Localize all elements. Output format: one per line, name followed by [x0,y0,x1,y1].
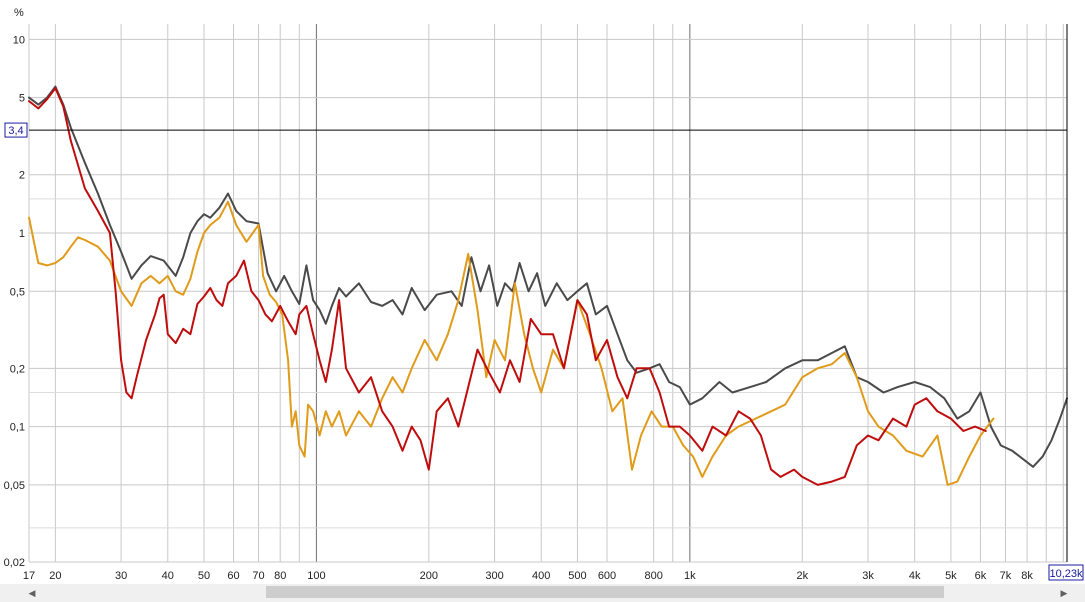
h-cursor-box [4,122,28,138]
x-tick-label: 4k [909,570,921,582]
x-tick-label: 400 [532,570,550,582]
scrollbar-thumb[interactable] [266,586,944,598]
horizontal-scrollbar[interactable]: ◀ ▶ [0,584,1085,602]
x-tick-label: 8k [1021,570,1033,582]
y-tick-label: 0,02 [4,557,25,569]
y-tick-label: 0,1 [10,422,25,434]
x-tick-label: 5k [945,570,957,582]
series-layer [28,85,1068,486]
grid [28,24,1067,563]
x-tick-label: 3k [862,570,874,582]
v-cursor-label: 10,23k [1049,568,1083,580]
y-tick-label: 1 [19,228,25,240]
x-tick-label: 50 [198,570,210,582]
x-tick-label: 40 [162,570,174,582]
x-tick-label: 500 [568,570,586,582]
series-line-2 [28,200,995,486]
y-tick-label: 10 [13,34,25,46]
x-tick-label: 2k [796,570,808,582]
x-tick-label: 17 [23,570,35,582]
x-tick-label: 30 [115,570,127,582]
y-unit-label: % [14,7,24,19]
x-tick-label: 70 [252,570,264,582]
x-tick-label: 800 [644,570,662,582]
v-cursor-box [1048,564,1084,581]
x-tick-label: 20 [49,570,61,582]
x-tick-label: 300 [485,570,503,582]
series-line-3 [28,87,987,486]
markers[interactable]: 3,410,23k [4,24,1084,581]
x-tick-label: 6k [975,570,987,582]
h-cursor-label: 3,4 [8,125,23,137]
x-tick-label: 80 [274,570,286,582]
y-tick-label: 0,05 [4,480,25,492]
y-tick-label: 5 [19,93,25,105]
x-tick-label: 1k [684,570,696,582]
series-line-1 [28,85,1068,468]
scroll-left-arrow-icon[interactable]: ◀ [28,588,36,598]
y-tick-label: 2 [19,170,25,182]
axis-labels: 17 20 30 40 50 60 70 80 100 200 300 400 500 600 800 1k 2… [4,34,1070,582]
x-tick-label: 100 [307,570,325,582]
x-tick-label: 60 [227,570,239,582]
x-tick-label: 200 [420,570,438,582]
y-tick-label: 0,5 [10,286,25,298]
x-tick-label: 600 [598,570,616,582]
scroll-right-arrow-icon[interactable]: ▶ [1060,588,1068,598]
x-tick-label: 7k [1000,570,1012,582]
y-tick-label: 0,2 [10,363,25,375]
spectrum-chart: % 17 20 30 40 50 60 70 80 100 200 300 400 500 600 800 1… [3,7,1084,582]
